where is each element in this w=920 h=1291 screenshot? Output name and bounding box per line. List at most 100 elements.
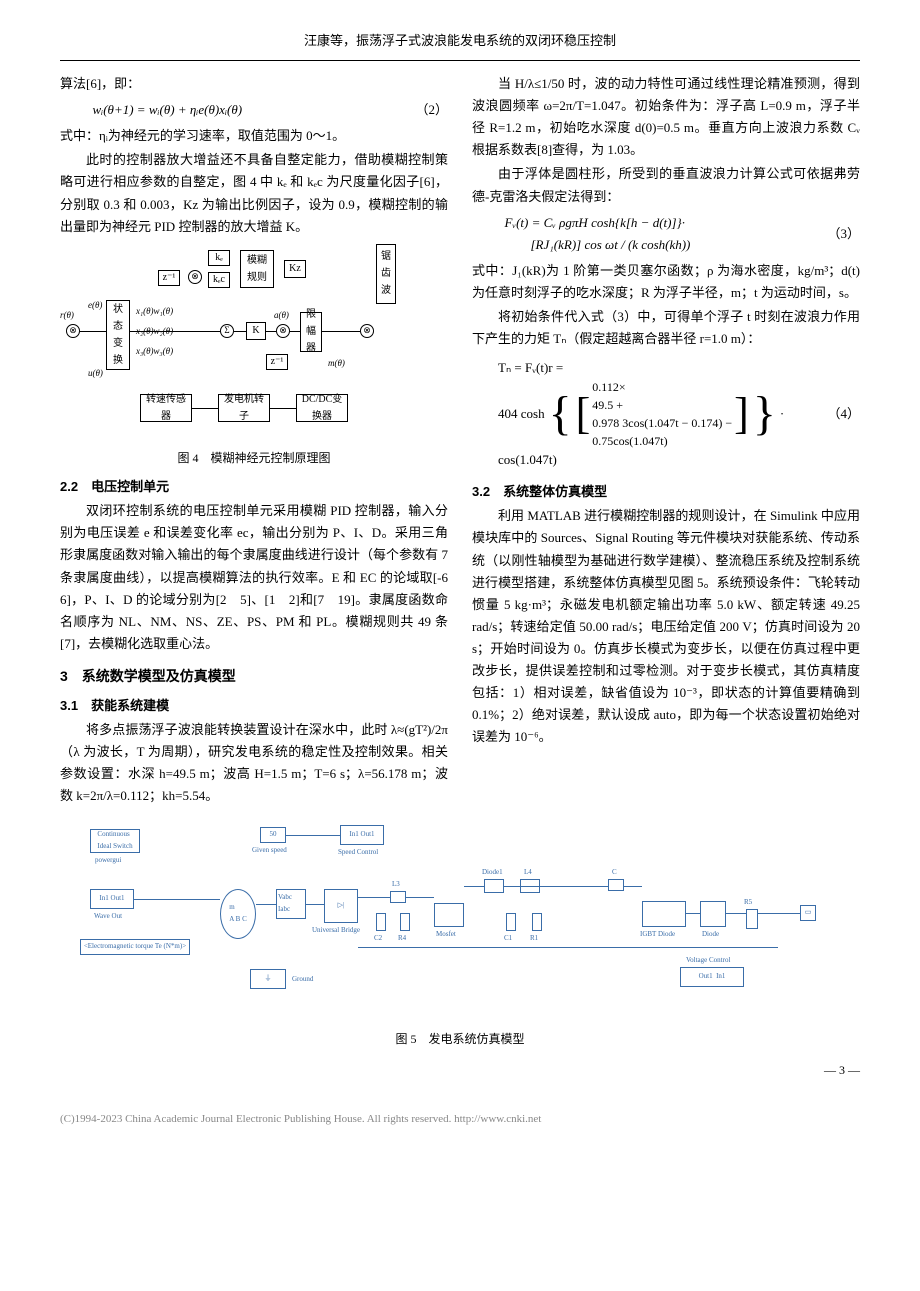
line <box>270 408 296 409</box>
sim-c <box>608 879 624 891</box>
eq2-num: （2） <box>408 99 448 121</box>
sim-r4-lbl: R4 <box>398 933 406 945</box>
sim-c2 <box>376 913 386 931</box>
lbl-m: m(θ) <box>328 356 345 371</box>
sum-out: ⊗ <box>360 324 374 338</box>
sim-l4-lbl: L4 <box>524 867 532 879</box>
eq3-line2: [RJ₁(kR)] cos ωt / (k cosh(kh)) <box>505 234 821 256</box>
sim-ground-lbl: Ground <box>292 974 313 986</box>
para-algo: 算法[6]，即： <box>60 73 448 95</box>
eq2-body: wᵢ(θ+1) = wᵢ(θ) + ηᵢe(θ)xᵢ(θ) <box>60 99 408 121</box>
figure-5-caption: 图 5 发电系统仿真模型 <box>60 1029 860 1049</box>
line <box>80 331 106 332</box>
eq3-num: （3） <box>820 223 860 245</box>
para-r3: 式中：J₁(kR)为 1 阶第一类贝塞尔函数；ρ 为海水密度，kg/m³；d(t… <box>472 260 860 304</box>
box-gen-rotor: 发电机转子 <box>218 394 270 422</box>
sim-vc-box: Out1 In1 <box>680 967 744 987</box>
sim-speed-ctrl-box: In1 Out1 <box>340 825 384 845</box>
sim-speed-ctrl-lbl: Speed Control <box>338 847 378 859</box>
box-ke: kₑ <box>208 250 230 266</box>
box-K: K <box>246 322 266 340</box>
sim-ground-box: ⏚ <box>250 969 286 989</box>
sim-vabc: Vabc Iabc <box>276 889 306 919</box>
eq3-body: Fᵥ(t) = Cᵥ ρgπH cosh{k[h − d(t)]}· [RJ₁(… <box>472 212 820 256</box>
sim-r5 <box>746 909 758 929</box>
sim-c1-lbl: C1 <box>504 933 512 945</box>
sim-ub-lbl: Universal Bridge <box>312 925 360 937</box>
sim-waveout-box: In1 Out1 <box>90 889 134 909</box>
sim-waveout-lbl: Wave Out <box>94 911 122 923</box>
eq4-b2: 49.5 + <box>592 396 732 414</box>
sim-given-speed-lbl: Given speed <box>252 845 287 857</box>
box-dcdc: DC/DC变换器 <box>296 394 348 422</box>
sim-diode1-lbl: Diode1 <box>482 867 503 879</box>
para-r2: 由于浮体是圆柱形，所受到的垂直波浪力计算公式可依据弗劳德-克雷洛夫假定法得到： <box>472 163 860 207</box>
sim-igbt <box>642 901 686 927</box>
eq4-prefix: 404 cosh <box>498 404 545 424</box>
sim-diode-lbl: Diode <box>702 929 719 941</box>
sum-a: ⊗ <box>276 324 290 338</box>
sim-scope: ▭ <box>800 905 816 921</box>
sim-r1-lbl: R1 <box>530 933 538 945</box>
lbl-r: r(θ) <box>60 308 74 323</box>
box-kec: kₑc <box>208 272 230 288</box>
footer-copyright: (C)1994-2023 China Academic Journal Elec… <box>60 1110 860 1129</box>
box-saw: 锯齿波 <box>376 244 396 304</box>
box-fuzzy: 模糊规则 <box>240 250 274 288</box>
eq4-b4: 0.75cos(1.047t) <box>592 432 732 450</box>
box-z1b: z⁻¹ <box>266 354 288 370</box>
sim-diode1 <box>484 879 504 893</box>
sim-vc-out1: Out1 <box>699 971 713 983</box>
para-eta: 式中：ηᵢ为神经元的学习速率，取值范围为 0～1。 <box>60 125 448 147</box>
line <box>192 408 218 409</box>
sim-r5-lbl: R5 <box>744 897 752 909</box>
sim-given-speed: 50 <box>260 827 286 843</box>
line <box>266 331 276 332</box>
sim-mosfet <box>434 903 464 927</box>
sim-c2-lbl: C2 <box>374 933 382 945</box>
line <box>130 331 220 332</box>
lbl-e: e(θ) <box>88 298 102 313</box>
sim-powergui: Continuous Ideal Switch <box>90 829 140 853</box>
para-gain: 此时的控制器放大增益还不具备自整定能力，借助模糊控制策略可进行相应参数的自整定，… <box>60 149 448 237</box>
left-column: 算法[6]，即： wᵢ(θ+1) = wᵢ(θ) + ηᵢe(θ)xᵢ(θ) （… <box>60 73 448 809</box>
sim-igbt-lbl: IGBT Diode <box>640 929 675 941</box>
right-column: 当 H/λ≤1/50 时，波的动力特性可通过线性理论精准预测，得到波浪圆频率 ω… <box>472 73 860 809</box>
equation-4: Tₙ = Fᵥ(t)r = 404 cosh { [ 0.112× 49.5 +… <box>472 352 860 475</box>
box-limiter: 限幅器 <box>300 312 322 352</box>
equation-3: Fᵥ(t) = Cᵥ ρgπH cosh{k[h − d(t)]}· [RJ₁(… <box>472 212 860 256</box>
eq4-suffix: · <box>780 404 784 424</box>
lbl-a: a(θ) <box>274 308 289 323</box>
sim-r4 <box>400 913 410 931</box>
eq4-body: Tₙ = Fᵥ(t)r = 404 cosh { [ 0.112× 49.5 +… <box>472 358 820 469</box>
box-z1a: z⁻¹ <box>158 270 180 286</box>
figure-4-caption: 图 4 模糊神经元控制原理图 <box>60 448 448 468</box>
heading-3-1: 3.1 获能系统建模 <box>60 695 448 717</box>
sim-l3-lbl: L3 <box>392 879 400 891</box>
sim-vc-in1: In1 <box>716 971 725 983</box>
eq4-b1: 0.112× <box>592 378 732 396</box>
two-column-layout: 算法[6]，即： wᵢ(θ+1) = wᵢ(θ) + ηᵢe(θ)xᵢ(θ) （… <box>60 73 860 809</box>
sim-c-lbl: C <box>612 867 617 879</box>
para-r4: 将初始条件代入式（3）中，可得单个浮子 t 时刻在波浪力作用下产生的力矩 Tₙ（… <box>472 306 860 350</box>
sim-torque: <Electromagnetic torque Te (N*m)> <box>80 939 190 955</box>
para-31: 将多点振荡浮子波浪能转换装置设计在深水中，此时 λ≈(gT²)/2π（λ 为波长… <box>60 719 448 807</box>
heading-3-2: 3.2 系统整体仿真模型 <box>472 481 860 503</box>
box-state: 状态变换 <box>106 300 130 370</box>
para-22: 双闭环控制系统的电压控制单元采用模糊 PID 控制器，输入分别为电压误差 e 和… <box>60 500 448 655</box>
lbl-u: u(θ) <box>88 366 103 381</box>
sum1: ⊗ <box>188 270 202 284</box>
page-number: — 3 — <box>60 1060 860 1080</box>
sim-c1 <box>506 913 516 931</box>
header-rule <box>60 60 860 61</box>
para-32: 利用 MATLAB 进行模糊控制器的规则设计，在 Simulink 中应用模块库… <box>472 505 860 748</box>
heading-2-2: 2.2 电压控制单元 <box>60 476 448 498</box>
eq4-l1: Tₙ = Fᵥ(t)r = <box>498 358 820 378</box>
eq4-num: （4） <box>820 403 860 425</box>
eq3-line1: Fᵥ(t) = Cᵥ ρgπH cosh{k[h − d(t)]}· <box>505 212 821 234</box>
sim-mosfet-lbl: Mosfet <box>436 929 456 941</box>
line <box>322 331 360 332</box>
eq4-last: cos(1.047t) <box>498 450 820 470</box>
lbl-x1: x₁(θ)w₁(θ) <box>136 304 173 319</box>
heading-3: 3 系统数学模型及仿真模型 <box>60 665 448 689</box>
